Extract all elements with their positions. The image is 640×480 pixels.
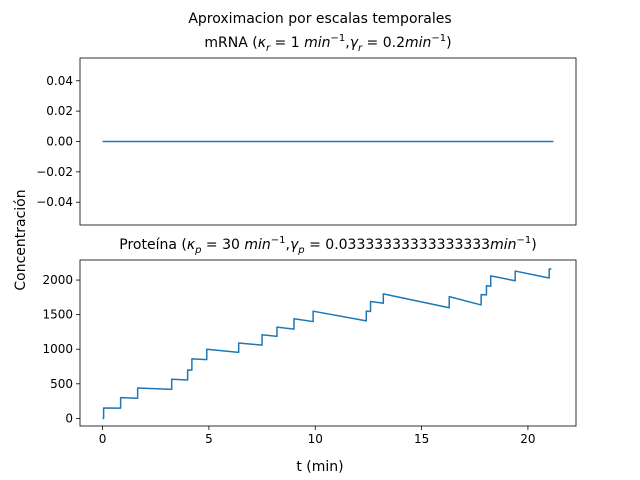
y-tick-label: 2000	[42, 273, 73, 287]
protein-series-line	[102, 268, 552, 420]
y-axis-label: Concentración	[13, 189, 29, 290]
y-tick-label: 1000	[42, 342, 73, 356]
mrna-axes: −0.04 −0.02 0.00 0.02 0.04	[36, 57, 577, 226]
x-tick-label: 10	[308, 432, 323, 446]
y-tick-label: −0.02	[36, 165, 73, 179]
axes-frame	[79, 259, 577, 427]
y-tick-label: 0.00	[46, 135, 73, 149]
y-tick-label: 500	[50, 377, 73, 391]
x-tick-label: 15	[414, 432, 429, 446]
y-tick-label: 0	[65, 411, 73, 425]
x-axis-label: t (min)	[296, 459, 343, 475]
x-tick-label: 0	[99, 432, 107, 446]
x-tick-label: 5	[205, 432, 213, 446]
y-tick-label: 0.04	[46, 74, 73, 88]
y-tick-label: −0.04	[36, 195, 73, 209]
mrna-subplot-title: mRNA (κr = 1 min−1,γr = 0.2min−1)	[204, 33, 451, 54]
x-tick-label: 20	[520, 432, 535, 446]
axes-frame	[79, 57, 577, 226]
y-tick-label: 0.02	[46, 104, 73, 118]
figure-suptitle: Aproximacion por escalas temporales	[188, 11, 451, 27]
y-tick-label: 1500	[42, 308, 73, 322]
protein-axes: 0 500 1000 1500 2000 0 5 10 15 20	[42, 259, 577, 446]
protein-subplot-title: Proteína (κp = 30 min−1,γp = 0.033333333…	[119, 235, 536, 256]
